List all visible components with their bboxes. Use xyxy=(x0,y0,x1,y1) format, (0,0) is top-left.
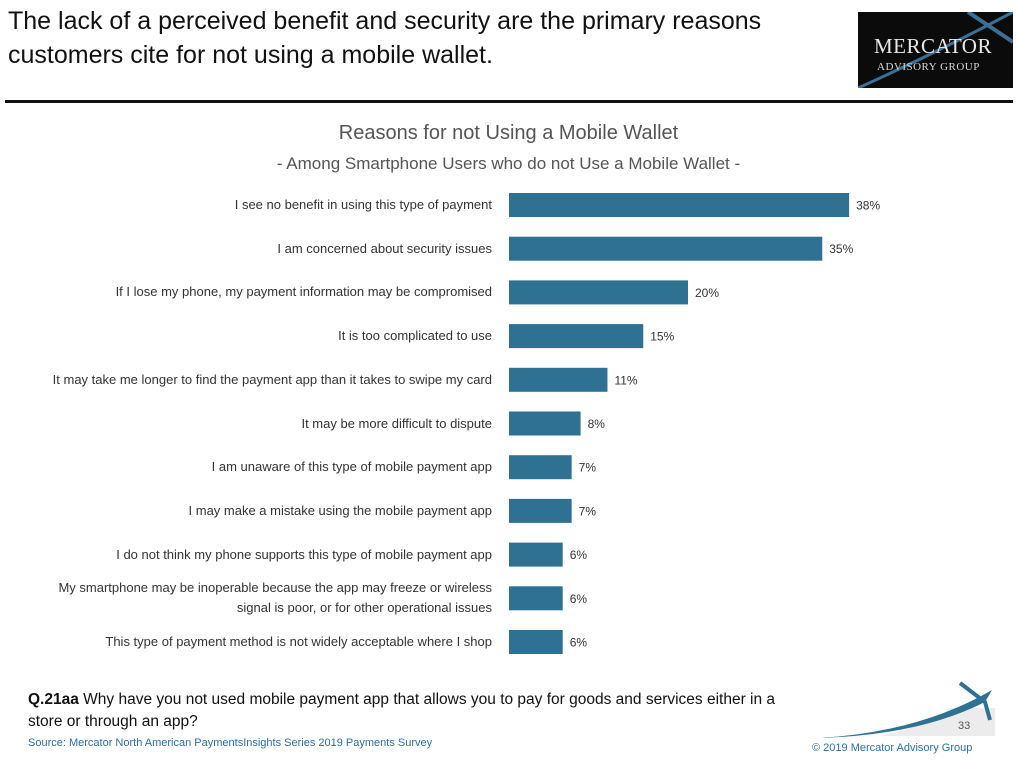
data-label: 7% xyxy=(579,504,597,518)
data-label: 6% xyxy=(570,592,588,606)
bar xyxy=(509,542,563,567)
data-label: 15% xyxy=(650,330,674,344)
survey-question: Q.21aa Why have you not used mobile paym… xyxy=(28,689,788,733)
bar xyxy=(509,498,572,523)
category-label: If I lose my phone, my payment informati… xyxy=(115,284,492,300)
bar xyxy=(509,411,581,436)
data-label: 6% xyxy=(570,636,588,650)
category-label: It is too complicated to use xyxy=(338,328,492,344)
page-number: 33 xyxy=(958,720,971,732)
category-label: It may take me longer to find the paymen… xyxy=(52,371,492,387)
chart-title: Reasons for not Using a Mobile Wallet xyxy=(338,122,679,144)
question-id: Q.21aa xyxy=(28,691,79,708)
bar xyxy=(509,367,608,392)
data-label: 7% xyxy=(579,461,597,475)
chart-subtitle: - Among Smartphone Users who do not Use … xyxy=(276,154,741,173)
category-label: I may make a mistake using the mobile pa… xyxy=(188,502,492,518)
data-label: 38% xyxy=(856,199,880,213)
data-label: 35% xyxy=(829,242,853,256)
source-note: Source: Mercator North American Payments… xyxy=(28,737,433,749)
bar xyxy=(509,236,823,261)
bar xyxy=(509,193,850,217)
header-divider xyxy=(5,100,1013,103)
data-label: 11% xyxy=(614,373,637,387)
bar xyxy=(509,586,563,611)
logo-swoosh-icon xyxy=(858,12,1013,88)
mercator-logo: Mercator Advisory Group xyxy=(858,12,1013,88)
category-label: I am concerned about security issues xyxy=(277,240,492,256)
logo-text-mercator: Mercator xyxy=(874,34,992,58)
category-label: It may be more difficult to dispute xyxy=(301,415,492,431)
category-label: I am unaware of this type of mobile paym… xyxy=(211,459,492,475)
category-label: I see no benefit in using this type of p… xyxy=(234,197,492,212)
question-text: Why have you not used mobile payment app… xyxy=(28,691,776,730)
logo-text-advisory: Advisory Group xyxy=(877,61,980,73)
bar xyxy=(509,630,563,654)
category-label: My smartphone may be inoperable because … xyxy=(58,580,492,616)
bar xyxy=(509,324,644,349)
footer-swoosh-icon xyxy=(820,681,995,738)
category-label: This type of payment method is not widel… xyxy=(105,634,492,649)
copyright: © 2019 Mercator Advisory Group xyxy=(812,742,973,754)
headline: The lack of a perceived benefit and secu… xyxy=(8,7,762,69)
data-label: 6% xyxy=(570,548,588,562)
bar xyxy=(509,280,688,305)
bar xyxy=(509,455,572,480)
data-label: 8% xyxy=(588,417,606,431)
data-label: 20% xyxy=(695,286,719,300)
category-label: I do not think my phone supports this ty… xyxy=(116,546,492,562)
